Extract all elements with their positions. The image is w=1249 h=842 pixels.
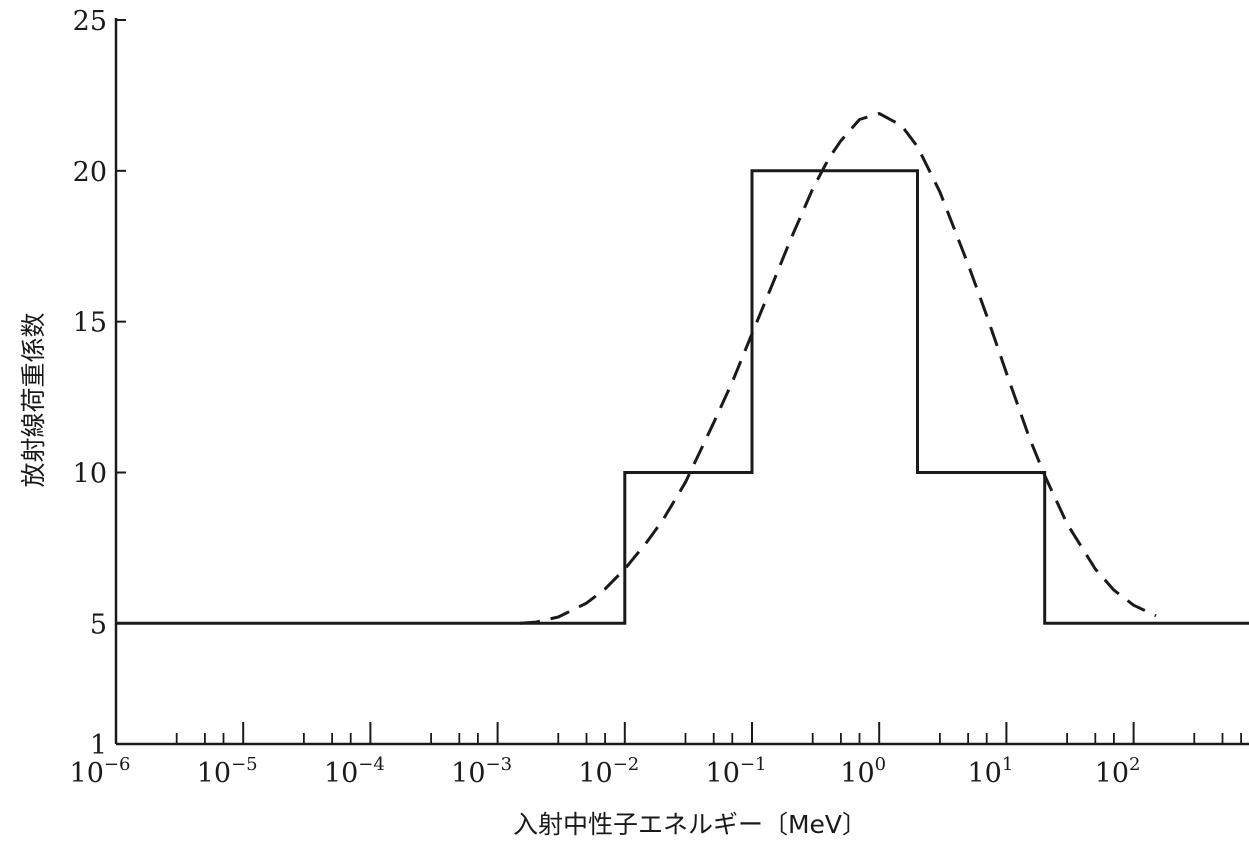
x-tick-label: 10−3 [451,754,512,789]
dashed-curve-series [519,112,1157,625]
x-tick-base: 10 [324,758,358,789]
y-tick-label: 5 [90,609,107,640]
x-tick-label: 10−2 [578,754,639,789]
x-tick-exponent: −2 [613,754,640,775]
axes-layer [114,18,1249,746]
x-tick-label: 101 [967,754,1013,789]
x-tick-label: 10−4 [324,754,385,789]
x-tick-label: 100 [840,754,886,789]
x-tick-exponent: −1 [740,754,767,775]
x-axis-title: 入射中性子エネルギー〔MeV〕 [513,810,867,839]
x-tick-label: 10−1 [706,754,767,789]
series-layer [116,112,1249,625]
y-tick-label: 10 [73,459,107,490]
y-tick-label: 20 [73,157,107,188]
x-tick-label: 10−5 [197,754,258,789]
x-tick-label: 102 [1095,754,1141,789]
y-axis-title: 放射線荷重係数 [19,312,48,487]
step-function-series [116,169,1249,625]
x-tick-exponent: 2 [1129,754,1140,775]
x-tick-exponent: −5 [231,754,258,775]
y-tick-label: 25 [73,6,107,37]
x-tick-base: 10 [706,758,740,789]
x-tick-base: 10 [197,758,231,789]
x-tick-base: 10 [70,758,104,789]
y-tick-label: 15 [73,308,107,339]
x-tick-exponent: 1 [1002,754,1013,775]
x-tick-label: 10−6 [70,754,131,789]
x-tick-base: 10 [578,758,612,789]
x-tick-exponent: −3 [486,754,513,775]
x-tick-exponent: −6 [104,754,131,775]
x-tick-base: 10 [840,758,874,789]
x-tick-exponent: −4 [358,754,385,775]
x-tick-exponent: 0 [875,754,886,775]
y-tick-label: 1 [90,730,107,761]
x-tick-base: 10 [1095,758,1129,789]
x-tick-base: 10 [967,758,1001,789]
x-tick-base: 10 [451,758,485,789]
